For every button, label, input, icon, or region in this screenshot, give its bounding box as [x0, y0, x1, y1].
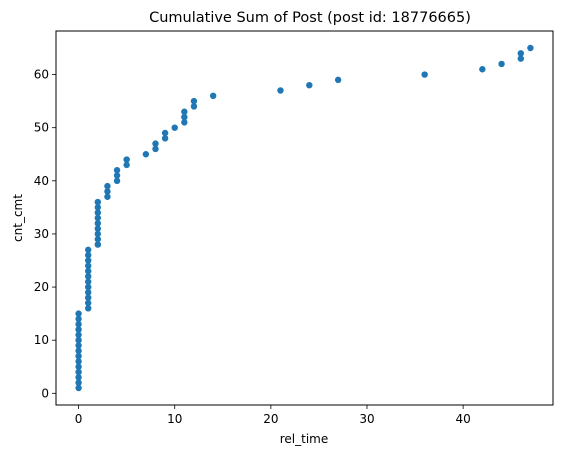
data-point — [113, 166, 121, 174]
data-point — [209, 92, 217, 100]
data-point — [152, 145, 159, 153]
data-point — [85, 278, 92, 285]
data-point — [94, 220, 102, 227]
y-axis-label: cnt_cmt — [11, 194, 25, 242]
data-point — [75, 352, 82, 360]
data-point — [85, 251, 92, 259]
chart-title: Cumulative Sum of Post (post id: 1877666… — [149, 10, 471, 26]
data-point — [75, 368, 82, 376]
data-point — [85, 262, 92, 270]
data-point — [104, 182, 111, 190]
data-point — [94, 236, 102, 243]
data-point — [94, 209, 102, 216]
data-point — [94, 230, 102, 238]
data-point — [527, 44, 534, 52]
data-point — [94, 241, 102, 248]
plot-frame — [55, 30, 554, 406]
data-point — [161, 135, 169, 142]
data-point — [190, 97, 198, 105]
data-point — [181, 119, 188, 126]
data-point — [75, 363, 82, 370]
data-point — [498, 60, 505, 68]
y-tick-label: 60 — [34, 68, 49, 82]
data-point — [517, 50, 524, 57]
data-point — [85, 294, 92, 301]
data-point — [152, 140, 159, 147]
data-point — [85, 299, 92, 307]
data-point — [94, 214, 102, 222]
data-point — [94, 225, 102, 232]
data-point — [277, 87, 284, 94]
data-point — [113, 177, 121, 185]
x-tick-label: 0 — [75, 412, 83, 426]
y-tick-label: 10 — [34, 333, 49, 347]
data-point — [123, 156, 130, 163]
data-point — [142, 151, 150, 158]
data-point — [75, 336, 82, 344]
data-point — [75, 315, 82, 323]
data-point — [479, 66, 486, 73]
data-point — [113, 172, 121, 179]
data-point — [75, 379, 82, 386]
data-point — [181, 108, 188, 115]
data-point — [75, 321, 82, 328]
data-point — [75, 342, 82, 349]
data-point — [306, 81, 313, 89]
data-point — [85, 289, 92, 296]
data-point — [190, 103, 198, 110]
data-point — [104, 193, 111, 200]
data-point — [75, 384, 82, 392]
data-point — [85, 305, 92, 312]
data-point — [517, 55, 524, 62]
data-point — [421, 71, 428, 78]
x-tick-label: 10 — [167, 412, 182, 426]
data-point — [181, 113, 188, 121]
y-tick-label: 20 — [34, 280, 49, 294]
data-point — [75, 310, 82, 317]
data-point — [334, 76, 342, 84]
data-point — [123, 161, 130, 169]
y-tick-label: 0 — [41, 386, 49, 400]
data-point — [94, 198, 102, 206]
data-point — [161, 129, 169, 137]
data-point — [171, 124, 178, 131]
x-axis-label: rel_time — [280, 432, 329, 446]
data-point — [75, 358, 82, 365]
x-tick-label: 20 — [263, 412, 278, 426]
x-tick-label: 40 — [455, 412, 470, 426]
data-point — [75, 326, 82, 333]
data-point — [85, 246, 92, 254]
data-point — [94, 204, 102, 211]
data-point — [85, 267, 92, 275]
data-point — [75, 347, 82, 355]
data-point — [75, 331, 82, 339]
data-point — [85, 273, 92, 280]
plot-area: 0 10 20 30 40 0 10 20 30 40 50 60 — [34, 44, 534, 426]
y-tick-label: 40 — [34, 174, 49, 188]
x-tick-label: 30 — [359, 412, 374, 426]
y-tick-label: 50 — [34, 121, 49, 135]
data-point — [104, 188, 111, 195]
data-point — [85, 257, 92, 264]
data-point — [85, 283, 92, 291]
data-point — [75, 374, 82, 381]
y-tick-label: 30 — [34, 227, 49, 241]
